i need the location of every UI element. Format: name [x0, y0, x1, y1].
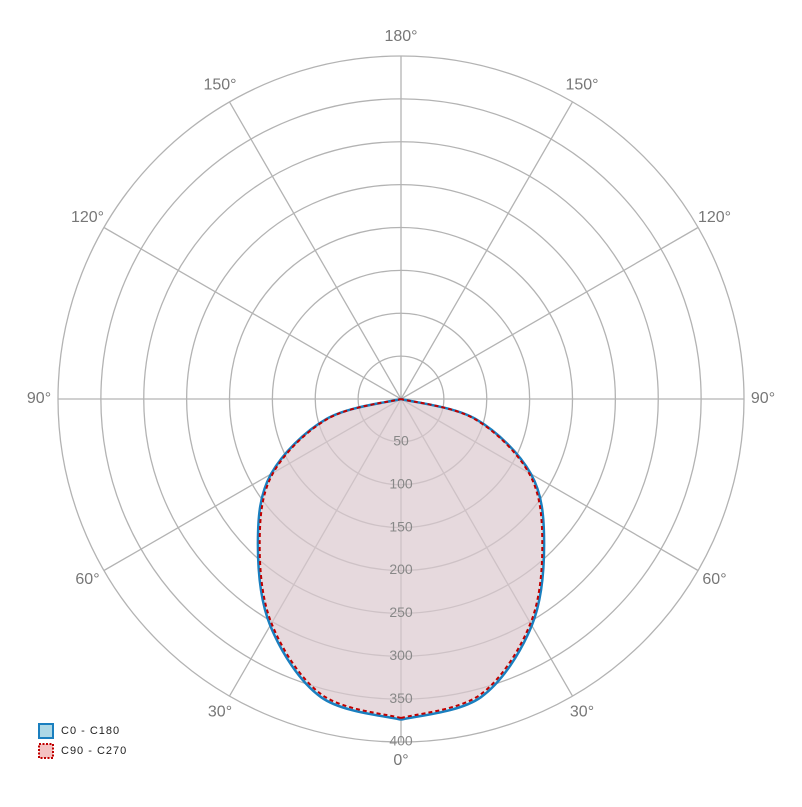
series-area: [401, 399, 545, 720]
theta-tick-label: 150°: [565, 77, 598, 94]
theta-tick-label: 120°: [71, 209, 104, 226]
series-area: [259, 399, 401, 718]
grid-spoke: [228, 101, 402, 400]
theta-tick-label: 60°: [75, 571, 99, 588]
theta-tick-label: 60°: [702, 571, 726, 588]
r-tick-label: 250: [389, 604, 413, 620]
series-area: [401, 399, 543, 718]
grid-spoke: [400, 226, 699, 400]
grid: [57, 55, 745, 743]
series-area: [257, 399, 401, 720]
legend: C0 - C180 C90 - C270: [38, 723, 127, 759]
legend-label: C90 - C270: [61, 745, 127, 757]
r-tick-label: 400: [389, 733, 413, 749]
theta-tick-label: 90°: [27, 390, 51, 407]
legend-swatch: [38, 723, 54, 739]
r-tick-label: 350: [389, 690, 413, 706]
grid-spoke: [400, 101, 574, 400]
theta-tick-label: 90°: [751, 390, 775, 407]
theta-tick-label: 180°: [384, 28, 417, 45]
legend-swatch: [38, 743, 54, 759]
theta-tick-label: 150°: [203, 77, 236, 94]
r-tick-label: 300: [389, 647, 413, 663]
grid-spoke: [400, 398, 574, 697]
grid-spoke: [103, 398, 402, 572]
r-tick-label: 50: [393, 433, 409, 449]
grid-spoke: [103, 226, 402, 400]
legend-label: C0 - C180: [61, 725, 120, 737]
theta-tick-label: 0°: [393, 752, 408, 769]
grid-spoke: [228, 398, 402, 697]
grid-spoke: [400, 398, 699, 572]
r-tick-label: 100: [389, 475, 413, 491]
theta-tick-label: 30°: [208, 704, 232, 721]
labels: 0° 30° 30° 60° 60° 90° 90° 120° 120° 150° 150° 180°…: [27, 28, 775, 769]
theta-tick-label: 120°: [698, 209, 731, 226]
theta-tick-label: 30°: [570, 704, 594, 721]
r-tick-label: 150: [389, 518, 413, 534]
r-tick-label: 200: [389, 561, 413, 577]
plot: [256, 397, 546, 721]
